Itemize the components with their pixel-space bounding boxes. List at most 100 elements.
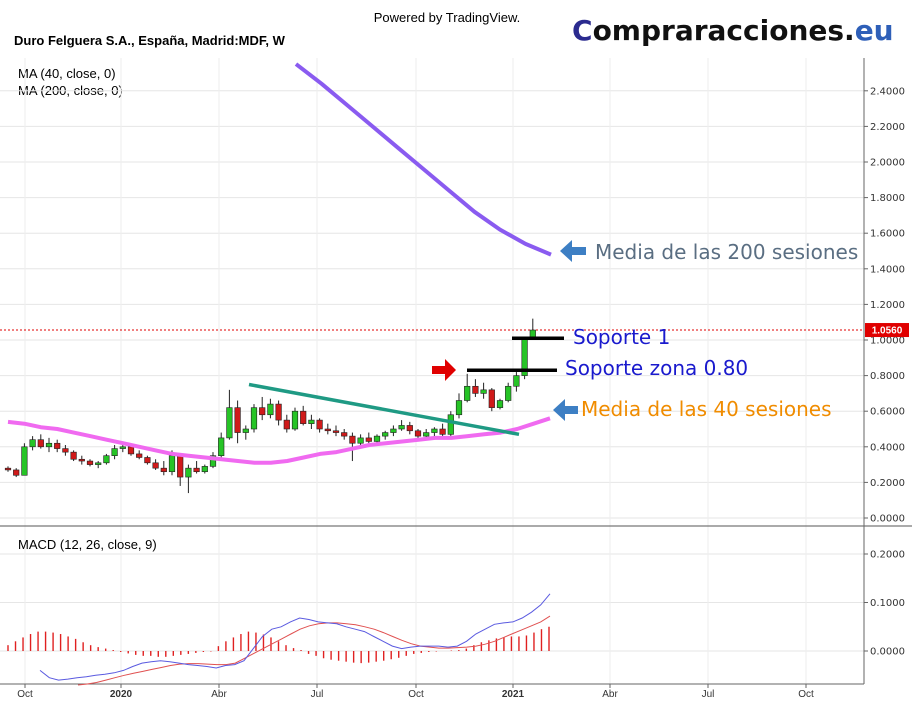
candle-body: [390, 428, 397, 433]
candle[interactable]: [332, 425, 340, 437]
candle[interactable]: [390, 425, 397, 437]
candle[interactable]: [283, 414, 290, 433]
x-tick-label: Abr: [211, 689, 227, 700]
candle[interactable]: [250, 404, 258, 433]
candle[interactable]: [488, 388, 495, 412]
candle[interactable]: [136, 450, 143, 460]
candle[interactable]: [95, 461, 102, 469]
candle-body: [226, 407, 233, 439]
candle[interactable]: [455, 393, 463, 419]
candle[interactable]: [226, 389, 233, 440]
candle[interactable]: [218, 432, 225, 458]
candle[interactable]: [464, 373, 471, 403]
candle[interactable]: [316, 418, 323, 433]
candle[interactable]: [160, 461, 167, 476]
arrow-ma200-icon: [560, 240, 586, 262]
price-tick-label: 1.4000: [870, 264, 905, 275]
candle[interactable]: [103, 453, 110, 465]
candle-body: [4, 467, 12, 471]
arrow-ma40-icon: [553, 399, 578, 421]
x-tick-label: Oct: [798, 689, 814, 700]
candle[interactable]: [373, 434, 381, 444]
candle[interactable]: [496, 398, 504, 410]
candle[interactable]: [13, 468, 20, 478]
candle-body: [447, 414, 454, 435]
candle[interactable]: [152, 459, 159, 470]
candle[interactable]: [234, 400, 241, 444]
x-tick-label: Jul: [311, 689, 324, 700]
candle[interactable]: [357, 434, 364, 447]
candle[interactable]: [62, 445, 69, 456]
candle[interactable]: [78, 455, 85, 465]
candle-body: [472, 385, 479, 394]
candle-body: [308, 419, 315, 424]
candle[interactable]: [21, 443, 28, 476]
candle[interactable]: [398, 420, 405, 431]
candle[interactable]: [291, 407, 299, 431]
candle[interactable]: [365, 432, 372, 446]
candle[interactable]: [111, 445, 118, 460]
candle[interactable]: [423, 429, 430, 438]
price-tick-label: 0.4000: [870, 442, 905, 453]
candle-body: [193, 467, 200, 473]
powered-by-label: Powered by TradingView.: [374, 10, 520, 25]
candle[interactable]: [521, 337, 528, 380]
candle-body: [423, 432, 430, 437]
candle[interactable]: [267, 398, 274, 419]
time-x-axis[interactable]: Oct 2020 Abr Jul Oct 2021 Abr Jul Oct: [17, 684, 814, 700]
candle[interactable]: [431, 427, 438, 437]
candle[interactable]: [4, 466, 12, 472]
price-tick-label: 2.0000: [870, 158, 905, 169]
candle[interactable]: [480, 382, 487, 399]
macd-line[interactable]: [39, 593, 551, 681]
macd-histogram[interactable]: [7, 626, 550, 664]
candle[interactable]: [300, 405, 307, 426]
candle[interactable]: [29, 436, 36, 451]
candle-series[interactable]: [4, 318, 536, 494]
macd-y-axis[interactable]: 0.0000 0.1000 0.2000: [864, 550, 905, 658]
candle[interactable]: [472, 379, 479, 397]
macd-signal-line[interactable]: [77, 615, 551, 686]
candle[interactable]: [406, 421, 413, 435]
legend-ma40: MA (40, close, 0): [18, 66, 116, 81]
candle-body: [62, 448, 69, 453]
price-tick-label: 0.0000: [870, 514, 905, 525]
candle[interactable]: [70, 450, 77, 462]
candle[interactable]: [324, 423, 331, 435]
candle[interactable]: [193, 461, 200, 474]
trendline: [248, 382, 520, 437]
candle[interactable]: [447, 411, 454, 437]
candle-body: [250, 407, 258, 430]
candle[interactable]: [185, 464, 192, 494]
candle-body: [259, 407, 266, 416]
candle[interactable]: [341, 429, 348, 440]
price-y-axis[interactable]: 0.0000 0.2000 0.4000 0.6000 0.8000 1.0000 1.20…: [864, 86, 905, 525]
ma200-line[interactable]: [294, 62, 552, 257]
x-tick-label: Oct: [17, 689, 33, 700]
candle-body: [70, 451, 77, 460]
candle[interactable]: [505, 382, 512, 403]
price-tick-label: 2.2000: [870, 122, 905, 133]
candle[interactable]: [54, 439, 61, 453]
price-tick-label: 0.8000: [870, 371, 905, 382]
candle[interactable]: [275, 400, 282, 426]
candle[interactable]: [308, 414, 315, 429]
candle-body: [54, 442, 61, 449]
candle[interactable]: [144, 455, 151, 465]
last-price-badge: [865, 323, 909, 338]
candle-body: [283, 419, 290, 430]
candle[interactable]: [45, 437, 53, 453]
ma40-line[interactable]: [7, 416, 551, 465]
candle[interactable]: [86, 459, 94, 467]
candle[interactable]: [37, 434, 44, 449]
candle[interactable]: [439, 423, 446, 437]
candle[interactable]: [242, 425, 249, 440]
candle-body: [398, 425, 405, 430]
candle[interactable]: [259, 396, 266, 421]
candle[interactable]: [382, 430, 389, 440]
candle[interactable]: [177, 453, 184, 486]
candle[interactable]: [513, 372, 520, 392]
candle[interactable]: [201, 464, 208, 474]
candle-body: [95, 462, 102, 465]
